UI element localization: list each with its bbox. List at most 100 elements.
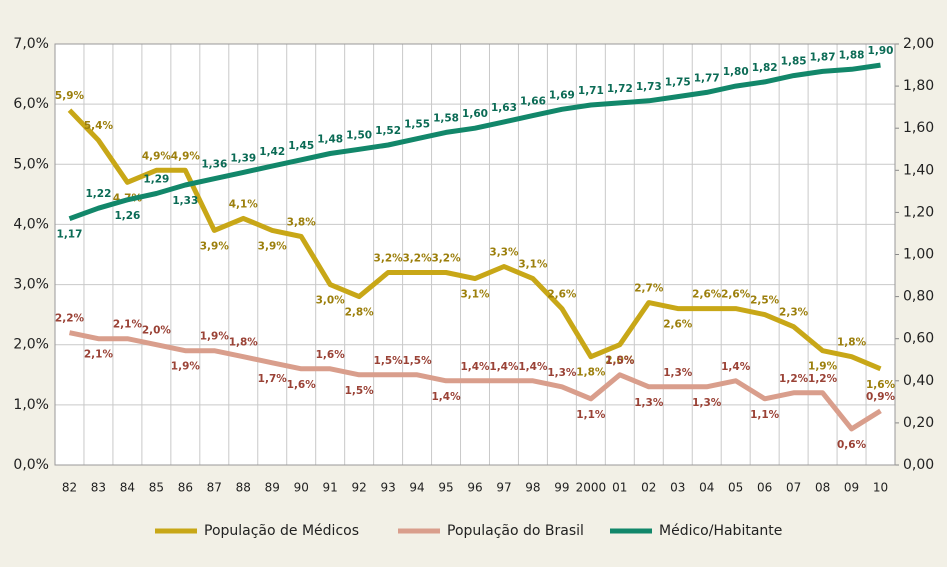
data-label: 3,8% <box>287 216 317 228</box>
x-tick-label: 99 <box>554 481 569 495</box>
data-label: 0,9% <box>866 391 896 403</box>
legend-label: Médico/Habitante <box>659 523 782 539</box>
x-tick-label: 98 <box>525 481 540 495</box>
data-label: 1,71 <box>578 85 604 97</box>
data-label: 1,1% <box>576 409 606 421</box>
data-label: 1,42 <box>259 146 285 158</box>
data-label: 1,6% <box>866 379 896 391</box>
x-tick-label: 02 <box>641 481 656 495</box>
x-tick-label: 82 <box>62 481 77 495</box>
x-tick-label: 87 <box>207 481 222 495</box>
data-label: 1,45 <box>288 140 314 152</box>
plot-border <box>54 43 896 466</box>
data-label: 1,8% <box>576 367 606 379</box>
y-tick-label: 3,0% <box>13 277 49 293</box>
y2-tick-label: 1,00 <box>903 247 934 263</box>
y-tick-label: 1,0% <box>13 397 49 413</box>
y-tick-label: 5,0% <box>13 156 49 172</box>
y2-tick-label: 0,00 <box>903 457 934 473</box>
data-label: 1,85 <box>781 56 807 68</box>
x-tick-label: 01 <box>612 481 627 495</box>
data-label: 1,72 <box>607 83 633 95</box>
data-label: 4,9% <box>142 150 172 162</box>
y-tick-label: 4,0% <box>13 216 49 232</box>
data-label: 2,5% <box>750 295 780 307</box>
data-label: 3,0% <box>316 295 346 307</box>
x-tick-label: 95 <box>438 481 453 495</box>
data-label: 3,1% <box>518 259 548 271</box>
x-tick-label: 91 <box>323 481 338 495</box>
data-label: 0,6% <box>837 439 867 451</box>
x-tick-label: 09 <box>844 481 859 495</box>
series-line <box>68 330 882 432</box>
data-label: 1,77 <box>694 72 720 84</box>
y2-tick-label: 1,20 <box>903 204 934 220</box>
x-tick-label: 83 <box>91 481 106 495</box>
data-label: 2,0% <box>605 355 635 367</box>
data-label: 2,6% <box>692 289 722 301</box>
y2-tick-label: 0,60 <box>903 331 934 347</box>
data-label: 1,69 <box>549 89 575 101</box>
plot-area <box>55 44 895 465</box>
data-label: 4,9% <box>171 150 201 162</box>
x-tick-label: 88 <box>236 481 251 495</box>
x-tick-label: 92 <box>351 481 366 495</box>
data-label: 1,6% <box>316 349 346 361</box>
legend-label: População de Médicos <box>204 523 359 539</box>
data-label: 1,82 <box>752 62 778 74</box>
data-label: 3,2% <box>403 253 433 265</box>
data-label: 1,52 <box>375 125 401 137</box>
x-tick-label: 07 <box>786 481 801 495</box>
data-label: 1,4% <box>721 361 751 373</box>
x-tick-label: 97 <box>496 481 511 495</box>
y2-tick-label: 0,20 <box>903 415 934 431</box>
data-label: 1,48 <box>317 133 343 145</box>
y2-tick-label: 0,80 <box>903 289 934 305</box>
x-tick-label: 85 <box>149 481 164 495</box>
y-tick-label: 2,0% <box>13 337 49 353</box>
data-label: 1,9% <box>200 331 230 343</box>
y2-tick-label: 0,40 <box>903 373 934 389</box>
data-label: 3,2% <box>431 253 461 265</box>
data-label: 1,4% <box>431 391 461 403</box>
data-label: 3,3% <box>489 247 519 259</box>
data-label: 2,6% <box>663 319 693 331</box>
x-tick-label: 2000 <box>576 481 607 495</box>
y2-tick-label: 1,60 <box>903 120 934 136</box>
data-label: 1,4% <box>489 361 519 373</box>
data-label: 2,8% <box>345 307 375 319</box>
data-label: 1,33 <box>172 195 198 207</box>
y2-tick-label: 1,80 <box>903 78 934 94</box>
data-label: 1,36 <box>201 159 227 171</box>
series-line <box>68 62 881 222</box>
data-label: 4,1% <box>229 198 259 210</box>
data-label: 1,66 <box>520 96 546 108</box>
data-label: 2,1% <box>84 349 114 361</box>
data-label: 1,5% <box>605 355 635 367</box>
data-label: 2,6% <box>721 289 751 301</box>
data-label: 1,80 <box>723 66 749 78</box>
data-label: 3,9% <box>258 240 288 252</box>
x-tick-label: 10 <box>873 481 888 495</box>
data-label: 3,9% <box>200 240 230 252</box>
y2-tick-label: 1,40 <box>903 162 934 178</box>
data-label: 5,4% <box>84 120 114 132</box>
data-label: 2,1% <box>113 319 143 331</box>
data-label: 1,5% <box>345 385 375 397</box>
data-label: 1,90 <box>868 45 894 57</box>
data-label: 1,3% <box>547 367 577 379</box>
data-label: 2,7% <box>634 283 664 295</box>
x-tick-label: 90 <box>294 481 309 495</box>
data-label: 2,3% <box>779 307 809 319</box>
y-tick-label: 6,0% <box>13 96 49 112</box>
data-label: 1,9% <box>171 361 201 373</box>
data-label: 1,8% <box>837 337 867 349</box>
data-label: 1,87 <box>810 51 836 63</box>
y-tick-label: 0,0% <box>13 457 49 473</box>
x-tick-label: 05 <box>728 481 743 495</box>
series-line <box>67 108 882 372</box>
data-label: 1,17 <box>57 229 83 241</box>
data-label: 1,9% <box>808 361 838 373</box>
